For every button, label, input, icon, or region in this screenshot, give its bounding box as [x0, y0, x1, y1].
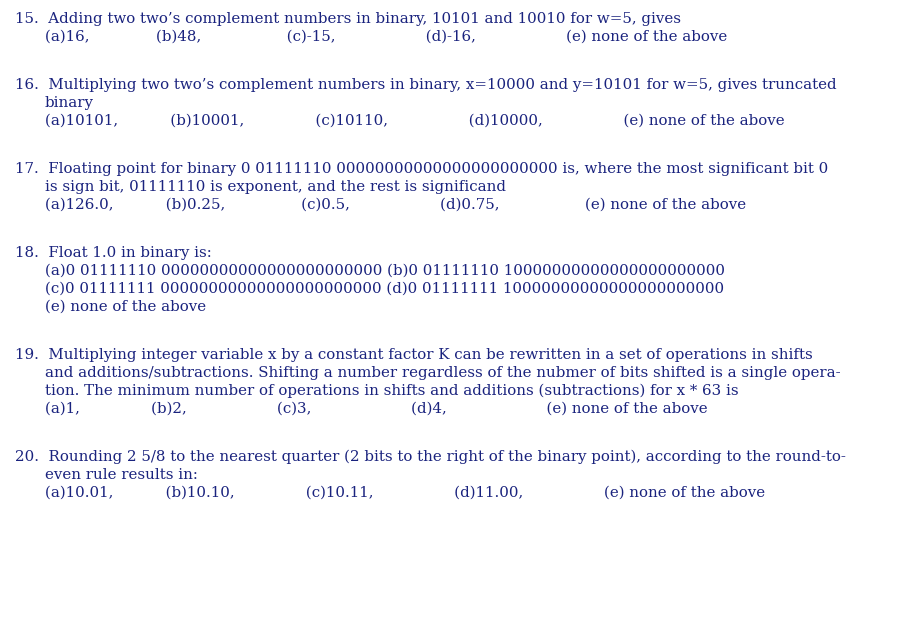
Text: (a)1,               (b)2,                   (c)3,                     (d)4,     : (a)1, (b)2, (c)3, (d)4,	[45, 402, 708, 416]
Text: 16.  Multiplying two two’s complement numbers in binary, x=10000 and y=10101 for: 16. Multiplying two two’s complement num…	[15, 78, 836, 92]
Text: 17.  Floating point for binary 0 01111110 00000000000000000000000 is, where the : 17. Floating point for binary 0 01111110…	[15, 162, 828, 176]
Text: 20.  Rounding 2 5/8 to the nearest quarter (2 bits to the right of the binary po: 20. Rounding 2 5/8 to the nearest quarte…	[15, 450, 845, 465]
Text: (a)0 01111110 00000000000000000000000 (b)0 01111110 10000000000000000000000: (a)0 01111110 00000000000000000000000 (b…	[45, 264, 725, 278]
Text: is sign bit, 01111110 is exponent, and the rest is significand: is sign bit, 01111110 is exponent, and t…	[45, 180, 506, 194]
Text: (e) none of the above: (e) none of the above	[45, 300, 207, 314]
Text: 18.  Float 1.0 in binary is:: 18. Float 1.0 in binary is:	[15, 246, 212, 260]
Text: (a)10.01,           (b)10.10,               (c)10.11,                 (d)11.00, : (a)10.01, (b)10.10, (c)10.11, (d)11.00,	[45, 486, 765, 500]
Text: 19.  Multiplying integer variable x by a constant factor K can be rewritten in a: 19. Multiplying integer variable x by a …	[15, 348, 812, 362]
Text: 15.  Adding two two’s complement numbers in binary, 10101 and 10010 for w=5, giv: 15. Adding two two’s complement numbers …	[15, 12, 681, 26]
Text: (a)126.0,           (b)0.25,                (c)0.5,                   (d)0.75,  : (a)126.0, (b)0.25, (c)0.5, (d)0.75,	[45, 198, 746, 212]
Text: binary: binary	[45, 96, 94, 110]
Text: and additions/subtractions. Shifting a number regardless of the nubmer of bits s: and additions/subtractions. Shifting a n…	[45, 366, 841, 380]
Text: (a)10101,           (b)10001,               (c)10110,                 (d)10000, : (a)10101, (b)10001, (c)10110, (d)10000,	[45, 114, 785, 128]
Text: even rule results in:: even rule results in:	[45, 468, 198, 482]
Text: (c)0 01111111 00000000000000000000000 (d)0 01111111 10000000000000000000000: (c)0 01111111 00000000000000000000000 (d…	[45, 282, 724, 296]
Text: tion. The minimum number of operations in shifts and additions (subtractions) fo: tion. The minimum number of operations i…	[45, 384, 739, 399]
Text: (a)16,              (b)48,                  (c)-15,                   (d)-16,   : (a)16, (b)48, (c)-15, (d)-16,	[45, 30, 727, 44]
